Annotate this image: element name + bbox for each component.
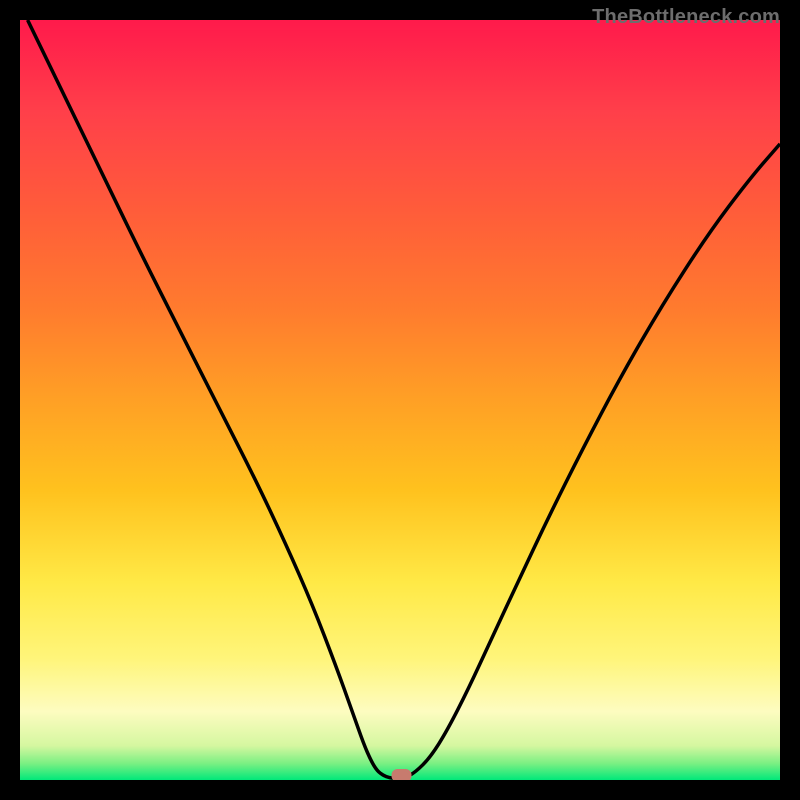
- bottleneck-chart: TheBottleneck.com: [0, 0, 800, 800]
- gradient-background: [20, 20, 780, 780]
- chart-svg: [0, 0, 800, 800]
- optimal-point-marker: [392, 769, 412, 782]
- watermark-text: TheBottleneck.com: [592, 6, 780, 29]
